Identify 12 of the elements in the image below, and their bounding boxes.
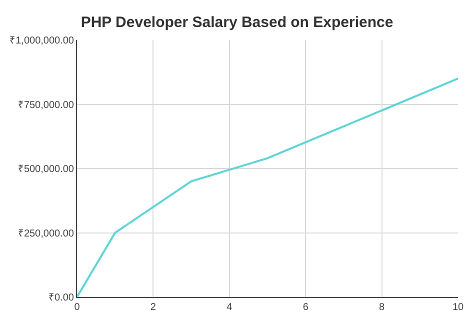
x-tick-label: 0 [74,302,80,313]
x-tick-label: 4 [226,302,233,313]
y-tick-label: ₹0.00 [48,292,74,304]
y-tick-label: ₹250,000.00 [18,228,74,240]
x-tick-label: 8 [379,302,386,313]
y-tick-label: ₹1,000,000.00 [10,36,74,46]
x-tick-label: 2 [150,302,156,313]
y-tick-label: ₹500,000.00 [18,164,74,175]
x-tick-label: 6 [302,302,309,313]
y-tick-label: ₹750,000.00 [18,100,74,111]
chart-title: PHP Developer Salary Based on Experience [80,14,394,31]
x-tick-label: 10 [452,302,464,313]
